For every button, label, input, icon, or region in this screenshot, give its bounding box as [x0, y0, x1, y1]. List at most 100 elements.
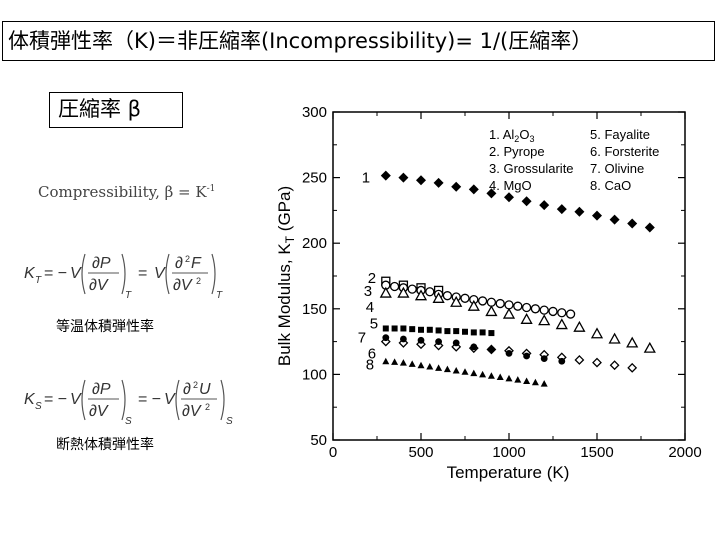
data-point-fayalite	[418, 326, 424, 333]
data-point-olivine	[400, 335, 407, 343]
data-point-grossularite	[548, 306, 558, 317]
data-point-cao	[523, 377, 531, 384]
compressibility-exponent: -1	[206, 184, 216, 194]
svg-text:∂V: ∂V	[173, 277, 193, 294]
data-point-al2o3	[521, 196, 532, 207]
x-tick-label: 0	[329, 444, 337, 461]
data-point-olivine	[488, 346, 495, 353]
data-point-olivine	[558, 357, 566, 365]
series-label-7: 7	[358, 330, 366, 347]
data-point-fayalite	[435, 327, 442, 334]
svg-text:T: T	[125, 290, 132, 301]
data-point-cao	[443, 365, 451, 373]
y-tick-label: 300	[302, 104, 327, 121]
svg-text:T: T	[35, 275, 42, 286]
data-point-cao	[382, 357, 390, 365]
series-label-6: 6	[368, 346, 376, 363]
data-point-cao	[514, 376, 522, 383]
data-point-grossularite	[486, 297, 497, 307]
legend-item-1: 1. Al2O3	[489, 127, 534, 144]
data-point-fayalite	[453, 328, 460, 335]
data-point-al2o3	[504, 192, 514, 203]
svg-text:K: K	[24, 391, 36, 408]
data-point-al2o3	[592, 210, 602, 221]
data-point-cao	[435, 364, 443, 371]
data-point-cao	[479, 370, 487, 378]
svg-text:U: U	[199, 381, 211, 398]
data-point-cao	[487, 372, 495, 379]
svg-text:K: K	[24, 265, 36, 282]
data-point-al2o3	[398, 172, 409, 183]
series-label-5: 5	[370, 315, 378, 332]
data-point-grossularite	[530, 304, 541, 314]
y-tick-label: 100	[302, 366, 327, 383]
data-point-olivine	[523, 352, 530, 360]
data-point-al2o3	[433, 177, 444, 188]
data-point-grossularite	[513, 301, 523, 311]
data-point-cao	[399, 359, 407, 366]
legend-item-3: 3. Grossularite	[489, 161, 574, 176]
data-point-mgo	[538, 314, 551, 326]
data-point-mgo	[555, 318, 568, 330]
data-point-olivine	[382, 334, 390, 342]
svg-text:∂: ∂	[183, 381, 191, 398]
data-point-olivine	[505, 350, 513, 357]
data-point-mgo	[397, 286, 410, 298]
data-point-cao	[540, 380, 548, 387]
data-point-grossularite	[539, 305, 549, 315]
svg-text:∂P: ∂P	[92, 255, 111, 272]
data-point-mgo	[643, 341, 656, 353]
compressibility-definition: Compressibility, β = K-1	[38, 183, 215, 201]
data-point-fayalite	[488, 330, 495, 337]
data-point-mgo	[520, 312, 533, 324]
legend-item-8: 8. CaO	[590, 178, 631, 193]
data-point-al2o3	[416, 175, 426, 186]
data-point-grossularite	[460, 293, 470, 303]
y-tick-label: 50	[310, 432, 327, 449]
data-point-mgo	[608, 332, 621, 344]
data-point-fayalite	[400, 325, 407, 332]
x-tick-label: 500	[408, 444, 433, 461]
svg-text:2: 2	[185, 254, 190, 264]
data-point-fayalite	[409, 326, 416, 333]
legend-item-2: 2. Pyrope	[489, 144, 545, 159]
svg-text:= −: = −	[138, 391, 161, 408]
data-point-fayalite	[479, 329, 486, 336]
data-point-cao	[417, 361, 425, 369]
svg-text:S: S	[226, 416, 233, 427]
data-point-grossularite	[565, 309, 576, 319]
legend-item-7: 7. Olivine	[590, 161, 644, 176]
legend-item-5: 5. Fayalite	[590, 127, 650, 142]
series-label-4: 4	[366, 299, 374, 316]
data-point-al2o3	[609, 214, 620, 225]
data-point-al2o3	[627, 218, 638, 229]
slide-title: 体積弾性率（K)＝非圧縮率(Incompressibility)= 1/(圧縮率…	[2, 21, 715, 61]
svg-text:2: 2	[205, 402, 210, 412]
data-point-grossularite	[521, 302, 532, 313]
data-point-mgo	[467, 299, 480, 311]
x-tick-label: 2000	[668, 444, 701, 461]
data-point-fayalite	[444, 328, 451, 335]
data-point-cao	[452, 366, 460, 374]
svg-text:V: V	[70, 265, 82, 282]
adiabatic-caption: 断熱体積弾性率	[56, 437, 154, 453]
data-point-forsterite	[574, 355, 585, 365]
data-point-al2o3	[451, 181, 462, 192]
data-point-mgo	[432, 291, 445, 303]
data-point-grossularite	[557, 308, 567, 318]
svg-text:V: V	[70, 391, 82, 408]
data-point-olivine	[540, 355, 548, 363]
data-point-cao	[470, 369, 478, 377]
compressibility-text: Compressibility, β = K	[38, 183, 207, 201]
x-axis-label: Temperature (K)	[447, 463, 570, 482]
svg-text:= −: = −	[44, 265, 67, 282]
data-point-fayalite	[426, 326, 433, 333]
svg-text:∂V: ∂V	[89, 277, 109, 294]
data-point-fayalite	[462, 328, 468, 335]
data-point-mgo	[502, 307, 516, 319]
data-point-cao	[531, 378, 539, 386]
data-point-grossularite	[495, 298, 505, 309]
legend-item-6: 6. Forsterite	[590, 144, 659, 159]
data-point-al2o3	[468, 184, 479, 195]
